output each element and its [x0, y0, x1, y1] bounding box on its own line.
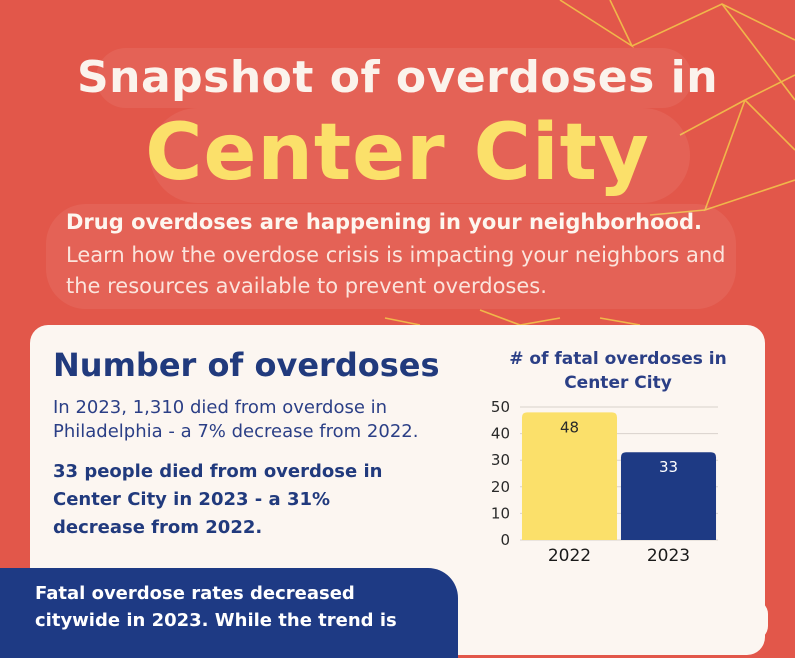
- y-tick-label: 10: [491, 504, 510, 522]
- chart-title: # of fatal overdoses in Center City: [509, 349, 727, 393]
- page-title-line1: Snapshot of overdoses in: [76, 52, 719, 103]
- bar-chart: 0 10 20 30 40 50 48 2022 33 2023: [491, 398, 718, 566]
- intro-blob: [46, 204, 736, 309]
- y-tick-label: 0: [500, 531, 510, 549]
- intro-headline: Drug overdoses are happening in your nei…: [66, 210, 702, 234]
- x-tick-label: 2022: [548, 546, 591, 566]
- y-tick-label: 40: [491, 425, 510, 443]
- callout-text: Fatal overdose rates decreased citywide …: [35, 583, 397, 631]
- title-blob-large: [150, 108, 690, 203]
- second-card: [508, 600, 768, 640]
- y-tick-label: 20: [491, 478, 510, 496]
- bar-2023: [620, 452, 717, 540]
- card-title: Number of overdoses: [53, 346, 440, 384]
- intro-text: Learn how the overdose crisis is impacti…: [66, 243, 726, 298]
- x-tick-label: 2023: [647, 546, 690, 566]
- data-label: 33: [659, 458, 678, 476]
- card-text: In 2023, 1,310 died from overdose in Phi…: [53, 397, 419, 442]
- bar-2022: [521, 412, 618, 540]
- title-blob: [96, 48, 692, 108]
- y-tick-label: 50: [491, 398, 510, 416]
- data-label: 48: [560, 418, 579, 436]
- page-title-line2: Center City: [145, 108, 650, 198]
- y-tick-label: 30: [491, 451, 510, 469]
- card-highlight: 33 people died from overdose in Center C…: [53, 461, 383, 538]
